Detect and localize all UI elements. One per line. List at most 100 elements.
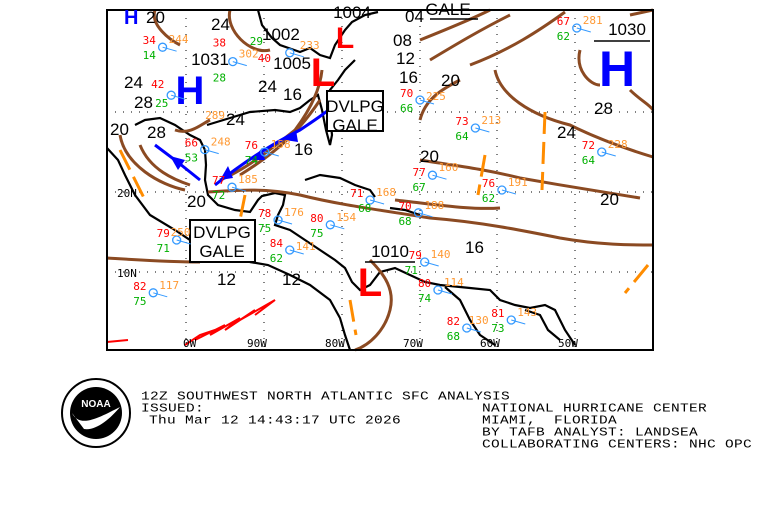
station-plot: 76 74 158 xyxy=(245,138,291,167)
station-plot: 38 28 302 xyxy=(213,37,259,85)
isobar-label: 16 xyxy=(399,68,418,87)
wind-barb xyxy=(162,46,177,52)
isobar-label: 20 xyxy=(187,192,206,211)
station-plot: 77 67 160 xyxy=(412,161,458,194)
station-dewpoint: 67 xyxy=(412,181,425,194)
station-dewpoint: 28 xyxy=(213,72,226,85)
wind-barb xyxy=(432,174,447,180)
station-pressure: 228 xyxy=(608,138,628,151)
analyst: BY TAFB ANALYST: LANDSEA xyxy=(482,426,699,440)
station-pressure: 244 xyxy=(169,33,189,46)
center-name: NATIONAL HURRICANE CENTER xyxy=(482,402,708,416)
station-pressure: 248 xyxy=(211,136,231,149)
gale-warnings: DVLPG GALE DVLPG GALE GALE xyxy=(189,0,478,263)
station-dewpoint: 72 xyxy=(212,189,225,202)
station-temperature: 80 xyxy=(418,277,431,290)
wind-barb xyxy=(330,224,345,230)
station-pressure: 143 xyxy=(517,306,537,319)
station-dewpoint: 68 xyxy=(398,215,411,228)
station-circle-icon xyxy=(273,215,283,225)
lon-label: 90W xyxy=(247,337,267,350)
station-dewpoint: 64 xyxy=(455,130,469,143)
isobar-label: 20 xyxy=(600,190,619,209)
isobar-label: 28 xyxy=(147,123,166,142)
station-temperature: 76 xyxy=(245,139,258,152)
high-symbol: H xyxy=(599,41,635,97)
wind-barb xyxy=(176,239,191,245)
low-pressure-value: 1005 xyxy=(273,54,311,73)
station-temperature: 82 xyxy=(133,280,146,293)
warning-text: GALE xyxy=(332,116,377,135)
station-pressure: 250 xyxy=(171,226,191,239)
station-pressure: 176 xyxy=(284,206,304,219)
station-dewpoint: 14 xyxy=(143,49,157,62)
isobar-labels: 20 24 04 08 12 16 20 28 24 28 20 28 24 1… xyxy=(110,7,619,289)
station-circle-icon xyxy=(462,323,472,333)
isobar-label: 24 xyxy=(226,110,245,129)
issued-label: ISSUED: xyxy=(141,402,205,416)
station-temperature: 66 xyxy=(185,137,198,150)
station-circle-icon xyxy=(166,90,176,100)
wind-barb xyxy=(232,61,247,67)
wind-barb xyxy=(264,151,279,157)
station-temperature: 70 xyxy=(398,200,411,213)
station-plot: 72 64 228 xyxy=(582,138,628,167)
lon-label: 80W xyxy=(325,337,345,350)
station-dewpoint: 74 xyxy=(245,154,259,167)
isobar-label: 28 xyxy=(594,99,613,118)
isobar-label: 24 xyxy=(211,15,230,34)
low-centers: 1010 L L 1005 L 1004 xyxy=(273,3,415,305)
station-dewpoint: 75 xyxy=(310,227,323,240)
collaborating-centers: COLLABORATING CENTERS: NHC OPC xyxy=(482,438,753,452)
wind-barb xyxy=(369,199,385,205)
station-circle-icon xyxy=(506,315,516,325)
station-plot: 73 64 213 xyxy=(455,114,501,143)
lon-label: 60W xyxy=(480,337,500,350)
high-symbol: H xyxy=(124,7,138,29)
wind-barb xyxy=(418,212,433,218)
high-pressure-value: 1031 xyxy=(191,50,229,69)
low-pressure-value: 1004 xyxy=(333,3,371,22)
station-temperature: 76 xyxy=(482,177,495,190)
warning-text: GALE xyxy=(199,242,244,261)
station-plot: 77 72 185 xyxy=(212,173,258,202)
high-symbol: H xyxy=(176,69,205,113)
logo-text: NOAA xyxy=(81,399,110,410)
wind-barb xyxy=(576,27,591,33)
lat-label: 20N xyxy=(117,187,137,200)
station-plot: 34 14 244 xyxy=(143,33,189,62)
isobar-label: 24 xyxy=(124,73,143,92)
wind-barb xyxy=(601,151,616,157)
station-plot: 82 75 117 xyxy=(133,279,179,308)
isobar-label: 16 xyxy=(283,85,302,104)
warning-text: DVLPG xyxy=(193,223,251,242)
station-dewpoint: 75 xyxy=(133,295,146,308)
isobar-label: 12 xyxy=(217,270,236,289)
wind-barb xyxy=(171,94,186,100)
isobar-label: 08 xyxy=(393,31,412,50)
station-temperature: 84 xyxy=(270,237,284,250)
station-dewpoint: 75 xyxy=(258,222,271,235)
station-dewpoint: 62 xyxy=(270,252,283,265)
isobar-label: 28 xyxy=(134,93,153,112)
station-pressure: 160 xyxy=(438,161,458,174)
station-dewpoint: 29 xyxy=(250,35,263,48)
station-pressure: 168 xyxy=(376,186,396,199)
station-plots: 34 14 244 38 28 302 42 25 289 40 29 233 66 53 248 76 74 1… xyxy=(133,14,627,343)
station-dewpoint: 74 xyxy=(418,292,432,305)
station-pressure: 191 xyxy=(508,176,528,189)
axis-labels: 20N 10N 0W 90W 80W 70W 60W 50W xyxy=(117,187,578,350)
station-circle-icon xyxy=(470,123,481,133)
wind-barb xyxy=(466,327,481,333)
station-circle-icon xyxy=(285,48,295,58)
isobar-label: 1002 xyxy=(262,25,300,44)
warning-text: GALE xyxy=(425,0,470,19)
isobar-label: 20 xyxy=(420,147,439,166)
high-centers: 1030 H 1031 H H xyxy=(124,7,650,113)
station-dewpoint: 73 xyxy=(491,322,504,335)
station-plot: 82 68 130 xyxy=(447,314,489,343)
station-temperature: 67 xyxy=(557,15,570,28)
wind-barb xyxy=(231,186,247,192)
lat-label: 10N xyxy=(117,267,137,280)
